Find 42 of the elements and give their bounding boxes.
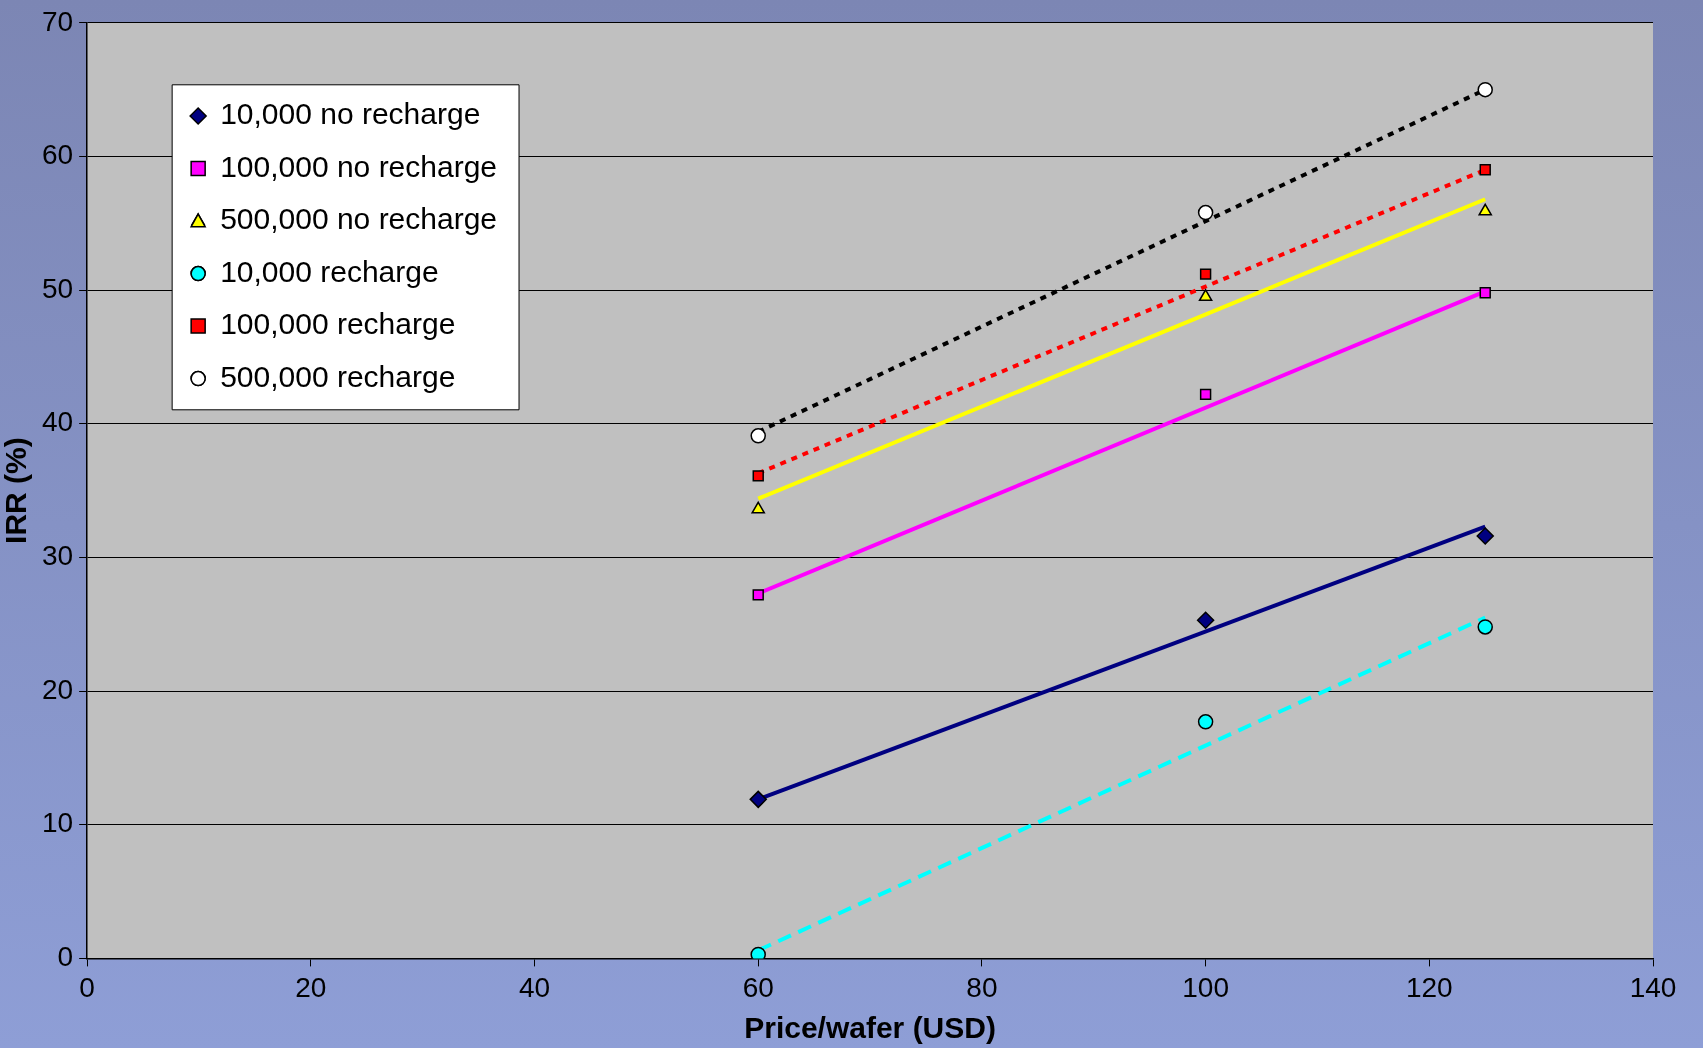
x-axis-title: Price/wafer (USD) xyxy=(744,1011,996,1045)
point xyxy=(752,589,764,601)
x-tick-label: 0 xyxy=(79,971,95,1003)
point xyxy=(1199,388,1212,401)
point xyxy=(1198,289,1213,302)
x-tick-label: 120 xyxy=(1405,971,1453,1003)
y-tick-label: 60 xyxy=(41,139,74,171)
x-tick-label: 60 xyxy=(742,971,774,1003)
x-tick-label: 20 xyxy=(295,971,327,1003)
point xyxy=(1197,714,1214,730)
y-tick-label: 40 xyxy=(41,406,74,438)
legend-label: 500,000 recharge xyxy=(220,359,456,393)
y-axis-title: IRR (%) xyxy=(0,437,33,544)
point xyxy=(1477,619,1493,635)
y-tick-label: 70 xyxy=(41,5,74,37)
point xyxy=(1196,611,1215,629)
point xyxy=(749,790,767,809)
legend-label: 10,000 no recharge xyxy=(220,97,481,131)
legend-label: 100,000 no recharge xyxy=(220,149,498,183)
point xyxy=(751,501,766,514)
point xyxy=(1479,164,1491,176)
legend-label: 100,000 recharge xyxy=(220,307,456,341)
y-tick-label: 50 xyxy=(41,272,74,304)
y-tick-label: 30 xyxy=(41,540,74,572)
point xyxy=(1479,287,1491,299)
y-tick-label: 0 xyxy=(57,941,74,973)
point xyxy=(750,946,766,959)
y-tick-label: 20 xyxy=(41,673,74,705)
x-tick-label: 100 xyxy=(1182,971,1229,1003)
point xyxy=(752,470,764,482)
point xyxy=(1197,204,1214,221)
x-tick-label: 40 xyxy=(518,971,551,1003)
y-tick-label: 10 xyxy=(41,807,74,839)
point xyxy=(1477,81,1493,98)
x-tick-label: 140 xyxy=(1629,971,1677,1003)
legend-label: 500,000 no recharge xyxy=(220,202,498,236)
point xyxy=(750,428,766,444)
point xyxy=(1476,527,1494,545)
point xyxy=(1199,268,1212,280)
x-tick-label: 80 xyxy=(966,971,998,1003)
legend-label: 10,000 recharge xyxy=(220,254,439,288)
point xyxy=(1478,203,1493,216)
